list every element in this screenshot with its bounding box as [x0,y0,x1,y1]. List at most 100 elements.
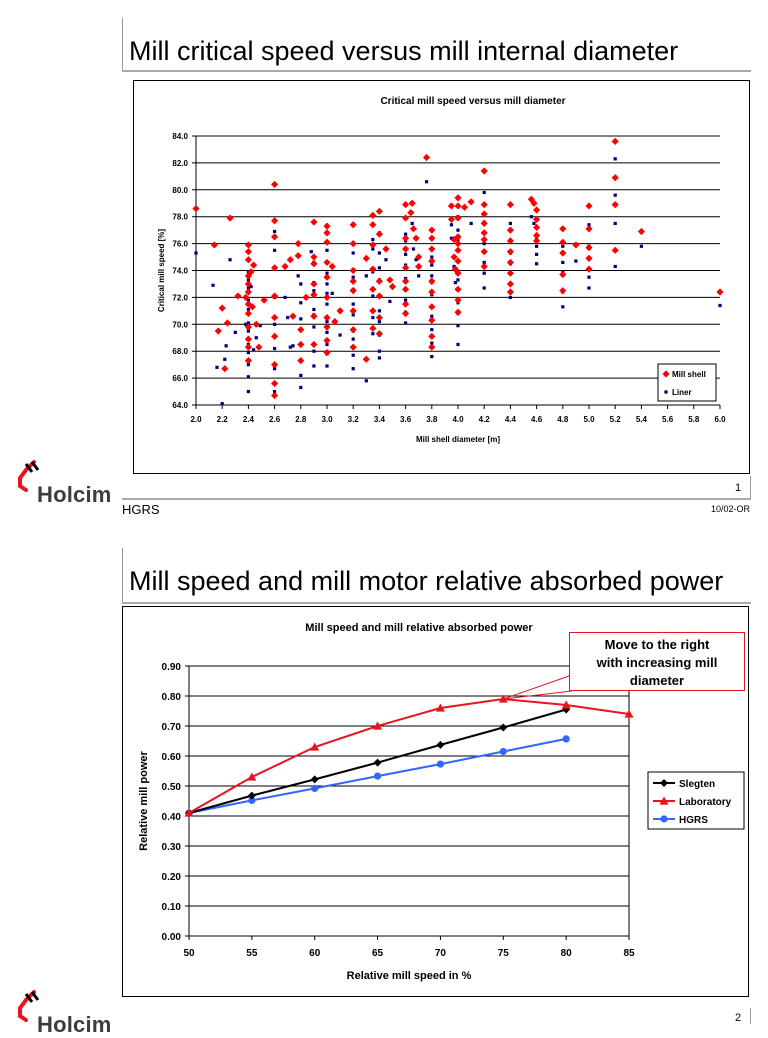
mill-shell-point [428,234,436,242]
liner-point [377,266,382,270]
mill-shell-point [375,313,383,322]
liner-point [452,264,456,269]
liner-point [561,244,565,248]
mill-shell-point [388,283,397,291]
x-tick-label: 65 [372,948,384,959]
liner-point [639,244,644,248]
liner-point [364,379,368,383]
mill-shell-point [244,343,252,351]
liner-point [325,291,329,295]
mill-shell-point [349,307,357,315]
liner-point [449,236,454,240]
liner-point [508,221,513,226]
hgrs-point [436,760,445,768]
mill-shell-point [460,203,469,211]
liner-point [449,223,454,227]
mill-shell-point [234,292,242,300]
liner-point [312,307,316,312]
liner-point [351,302,355,306]
mill-shell-point [244,335,252,343]
mill-shell-point [244,248,252,256]
x-axis-label: Mill shell diameter [m] [416,435,500,444]
mill-shell-point [369,307,377,315]
mill-shell-point [480,210,488,218]
mill-shell-point [467,198,475,206]
y-tick-label: 68.0 [172,347,188,356]
mill-shell-point [402,234,410,242]
liner-point [291,344,295,348]
callout-line: with increasing mill [596,655,718,670]
y-tick-label: 0.10 [162,902,182,913]
chart-relative-power-svg: Mill speed and mill relative absorbed po… [138,622,745,982]
y-tick-label: 64.0 [172,401,188,410]
liner-point [288,345,292,349]
y-tick-label: 0.30 [162,842,182,853]
mill-shell-point [559,249,567,257]
callout-pointer [503,674,573,700]
liner-point [417,274,421,278]
mill-shell-point [415,262,423,271]
mill-shell-point [428,288,436,296]
page-number: 1 [735,482,742,494]
mill-shell-point [407,209,415,217]
mill-shell-point [336,307,344,315]
mill-shell-point [428,226,436,234]
liner-point [410,221,414,226]
legend-marker-mill-shell [662,370,670,378]
liner-point [228,258,232,262]
liner-point [246,389,251,394]
mill-shell-point [412,234,420,242]
mill-shell-point [402,285,410,293]
mill-shell-point [611,137,619,145]
mill-shell-point [362,355,370,363]
liner-point [430,354,434,359]
y-axis-label: Relative mill power [138,750,150,850]
mill-shell-point [585,265,593,273]
liner-point [534,262,539,266]
liner-point [388,299,392,304]
mill-shell-point [454,285,462,293]
liner-point [272,367,277,371]
mill-shell-point [375,207,383,215]
title-underline [122,602,751,604]
mill-shell-point [223,319,232,327]
liner-point [325,342,329,347]
liner-point [325,271,329,275]
liner-point [351,251,355,255]
liner-point [286,315,290,320]
mill-shell-point [323,336,331,345]
mill-shell-point [323,313,331,322]
mill-shell-point [271,391,279,400]
y-tick-label: 0.50 [162,782,182,793]
liner-point [534,252,539,256]
mill-shell-point [409,225,418,233]
title-accent-bar [122,18,123,72]
liner-point [456,228,460,232]
mill-shell-point [210,241,218,249]
slegten-point [499,723,508,732]
liner-point [351,353,355,357]
slegten-point [310,775,319,784]
mill-shell-point [454,246,462,254]
liner-point [508,295,513,300]
liner-point [299,385,303,390]
liner-point [377,356,382,360]
mill-shell-point [271,313,279,322]
mill-shell-point [248,303,256,311]
slegten-point [247,791,256,800]
mill-shell-point [559,225,567,233]
x-tick-label: 5.8 [688,415,700,424]
liner-point [414,258,418,262]
mill-shell-point [310,253,318,261]
mill-shell-point [428,245,436,253]
mill-shell-point [323,258,331,267]
mill-shell-point [369,265,377,273]
y-tick-label: 78.0 [172,213,188,222]
mill-shell-point [323,222,331,230]
liner-point [613,221,617,226]
chart-title: Mill speed and mill relative absorbed po… [305,622,533,634]
mill-shell-point [323,293,331,301]
liner-point [246,375,251,379]
liner-point [430,314,434,318]
callout-box: Move to the right with increasing mill d… [569,632,745,691]
